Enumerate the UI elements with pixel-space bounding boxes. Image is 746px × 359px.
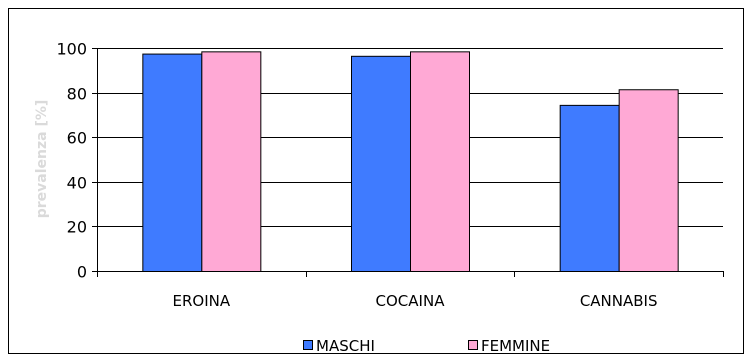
bar-femmine-cannabis bbox=[618, 89, 679, 272]
bar-femmine-eroina bbox=[201, 51, 262, 272]
legend-label-femmine: FEMMINE bbox=[481, 337, 550, 354]
x-tick-labels: EROINA COCAINA CANNABIS bbox=[173, 292, 658, 310]
y-tick-label: 100 bbox=[56, 40, 87, 59]
legend-swatch-femmine bbox=[468, 340, 478, 350]
y-tick-labels: 0 20 40 60 80 100 bbox=[56, 40, 87, 282]
legend-swatch-maschi bbox=[303, 340, 313, 350]
y-axis-label: prevalenza [%] bbox=[34, 100, 50, 219]
y-tick-label: 80 bbox=[67, 85, 87, 104]
y-tick-label: 40 bbox=[67, 174, 87, 193]
bar-maschi-cocaina bbox=[351, 55, 411, 273]
axes bbox=[92, 48, 724, 277]
x-tick-label: CANNABIS bbox=[580, 292, 658, 310]
bars bbox=[142, 51, 679, 273]
y-tick-label: 0 bbox=[77, 263, 87, 282]
legend: MASCHI FEMMINE bbox=[303, 337, 550, 355]
legend-label-maschi: MASCHI bbox=[316, 337, 375, 354]
y-tick-label: 60 bbox=[67, 129, 87, 148]
bar-femmine-cocaina bbox=[410, 51, 470, 272]
bar-maschi-eroina bbox=[142, 53, 203, 273]
y-tick-label: 20 bbox=[67, 218, 87, 237]
bar-maschi-cannabis bbox=[559, 104, 620, 272]
x-tick-label: COCAINA bbox=[376, 292, 446, 310]
x-tick-label: EROINA bbox=[173, 292, 231, 310]
